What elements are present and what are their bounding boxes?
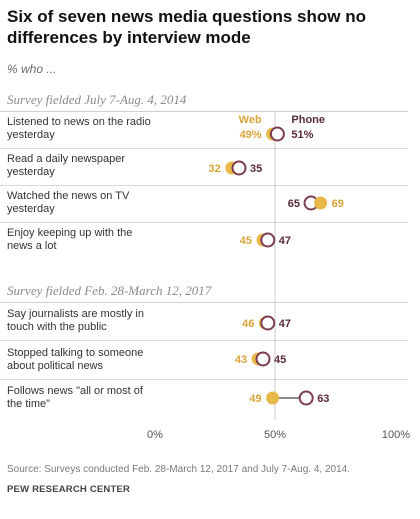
row-separator bbox=[0, 379, 408, 380]
phone-value-label: 65 bbox=[288, 198, 300, 210]
chart-title: Six of seven news media questions show n… bbox=[7, 7, 366, 47]
web-value-label: 69 bbox=[332, 198, 344, 210]
web-value-label: 49% bbox=[240, 129, 262, 141]
row-separator bbox=[0, 185, 408, 186]
chart-subtitle: % who ... bbox=[7, 62, 57, 76]
legend-web: Web bbox=[239, 114, 262, 126]
row-separator bbox=[0, 340, 408, 341]
phone-value-label: 63 bbox=[317, 393, 329, 405]
section-label-2017: Survey fielded Feb. 28-March 12, 2017 bbox=[7, 283, 212, 298]
phone-dot bbox=[298, 390, 314, 406]
row-label-newspaper: Read a daily newspaper yesterday bbox=[7, 153, 126, 178]
section-label-2014: Survey fielded July 7-Aug. 4, 2014 bbox=[7, 92, 187, 107]
x-tick-label: 0% bbox=[147, 429, 163, 441]
web-dot bbox=[314, 196, 328, 210]
row-label-follows-news: Follows news "all or most of the time" bbox=[7, 385, 143, 410]
web-value-label: 43 bbox=[235, 354, 247, 366]
legend-phone: Phone bbox=[291, 114, 325, 126]
phone-dot bbox=[269, 126, 285, 142]
web-value-label: 49 bbox=[249, 393, 261, 405]
section-divider-2014 bbox=[0, 111, 408, 112]
row-separator bbox=[0, 222, 408, 223]
x-tick-label: 100% bbox=[382, 429, 410, 441]
web-dot bbox=[266, 391, 280, 405]
row-label-tv: Watched the news on TV yesterday bbox=[7, 190, 130, 215]
section-divider-2017 bbox=[0, 302, 408, 303]
row-label-enjoy-news: Enjoy keeping up with the news a lot bbox=[7, 227, 133, 252]
phone-dot bbox=[260, 232, 276, 248]
phone-value-label: 51% bbox=[291, 129, 313, 141]
phone-value-label: 45 bbox=[274, 354, 286, 366]
x-tick-label: 50% bbox=[264, 429, 286, 441]
row-label-stopped-talking: Stopped talking to someone about politic… bbox=[7, 347, 144, 372]
phone-dot bbox=[255, 351, 271, 367]
row-label-journalists: Say journalists are mostly in touch with… bbox=[7, 308, 144, 333]
org-credit: PEW RESEARCH CENTER bbox=[7, 484, 131, 495]
row-separator bbox=[0, 148, 408, 149]
phone-value-label: 47 bbox=[279, 235, 291, 247]
source-note: Source: Surveys conducted Feb. 28-March … bbox=[7, 464, 350, 475]
web-value-label: 32 bbox=[209, 163, 221, 175]
phone-dot bbox=[260, 315, 276, 331]
phone-dot bbox=[231, 160, 247, 176]
row-label-radio: Listened to news on the radio yesterday bbox=[7, 116, 151, 141]
web-value-label: 45 bbox=[240, 235, 252, 247]
phone-value-label: 35 bbox=[250, 163, 262, 175]
phone-value-label: 47 bbox=[279, 318, 291, 330]
web-value-label: 46 bbox=[242, 318, 254, 330]
